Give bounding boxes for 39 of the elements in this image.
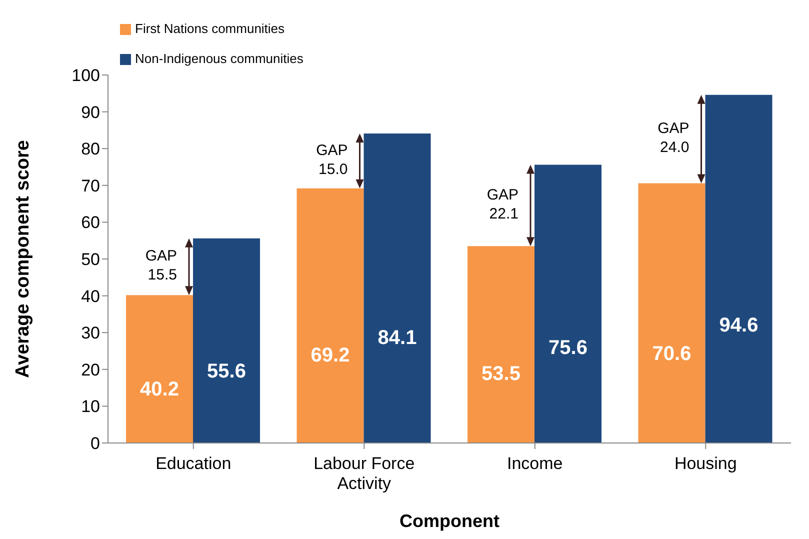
y-tick-label: 0 xyxy=(90,434,100,454)
annotation: GAP 15.5 xyxy=(145,248,177,284)
x-axis-title: Component xyxy=(400,511,500,531)
bar xyxy=(193,238,260,443)
bar xyxy=(534,164,602,443)
y-tick-label: 90 xyxy=(81,102,100,122)
bar xyxy=(126,295,193,443)
annotation: GAP 24.0 xyxy=(658,120,690,156)
data-label: 94.6 xyxy=(719,314,758,337)
bar xyxy=(296,188,364,443)
y-tick-label: 60 xyxy=(81,213,100,232)
bar xyxy=(468,246,534,443)
data-label: 70.6 xyxy=(652,342,692,365)
annotation: GAP 22.1 xyxy=(486,186,518,222)
bar xyxy=(638,183,706,443)
x-tick-label: Labour Force Activity xyxy=(314,454,415,493)
x-tick-label: Income xyxy=(507,454,563,473)
x-tick-label: Housing xyxy=(674,454,737,473)
data-label: 40.2 xyxy=(140,378,179,401)
y-tick-label: 20 xyxy=(81,360,100,380)
data-label: 69.2 xyxy=(310,344,350,367)
x-tick-label: Education xyxy=(156,454,232,473)
data-label: 75.6 xyxy=(548,336,588,359)
y-tick-label: 10 xyxy=(81,397,100,416)
data-label: 84.1 xyxy=(378,326,417,349)
legend-label: Non-Indigenous communities xyxy=(135,51,304,66)
y-tick-label: 40 xyxy=(81,286,100,306)
data-label: 55.6 xyxy=(207,360,246,383)
y-tick-label: 100 xyxy=(72,66,100,86)
annotation: GAP 15.0 xyxy=(316,142,348,178)
y-tick-label: 70 xyxy=(81,176,100,196)
y-tick-label: 30 xyxy=(81,324,100,343)
bar xyxy=(705,94,772,443)
y-tick-label: 50 xyxy=(81,250,100,270)
y-tick-label: 80 xyxy=(81,140,100,159)
y-axis-title: Average component score xyxy=(12,140,34,378)
data-label: 53.5 xyxy=(482,363,520,385)
bar xyxy=(364,134,431,443)
legend-label: First Nations communities xyxy=(135,21,285,36)
